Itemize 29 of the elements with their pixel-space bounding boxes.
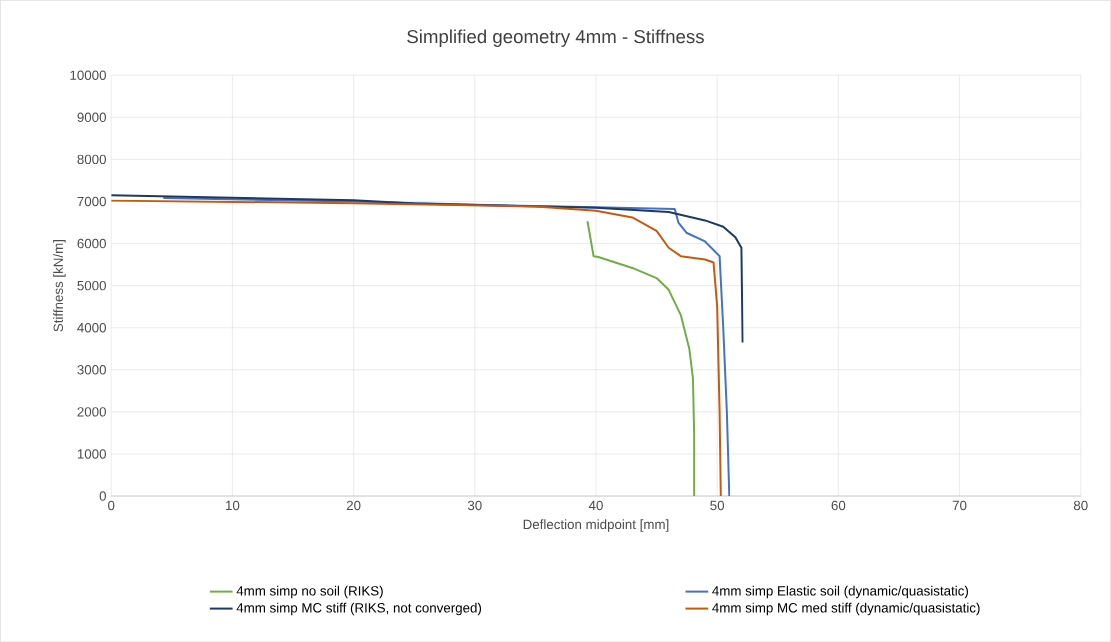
y-tick-label: 10000: [70, 70, 106, 80]
x-tick-label: 0: [108, 500, 115, 511]
legend-label: 4mm simp Elastic soil (dynamic/quasistatic): [712, 585, 968, 599]
x-axis-title: Deflection midpoint [mm]: [523, 519, 669, 532]
x-tick-label: 30: [467, 500, 482, 511]
y-tick-label: 1000: [77, 449, 106, 459]
y-tick-label: 7000: [77, 196, 106, 207]
legend-label: 4mm simp no soil (RIKS): [236, 585, 383, 599]
line-series: [111, 194, 744, 344]
y-tick-label: 0: [99, 491, 106, 501]
x-tick-label: 50: [710, 500, 725, 511]
y-tick-label: 9000: [77, 112, 106, 122]
y-tick-label: 4000: [77, 322, 106, 333]
chart-title: Simplified geometry 4mm - Stiffness: [407, 29, 704, 47]
x-tick-label: 10: [226, 500, 240, 511]
y-tick-label: 8000: [77, 154, 106, 164]
y-tick-label: 2000: [77, 407, 106, 417]
y-axis-title: Stiffness [kN/m]: [53, 239, 66, 332]
x-tick-label: 20: [346, 500, 361, 511]
x-tick-label: 60: [831, 500, 846, 511]
x-tick-label: 70: [952, 500, 967, 511]
x-tick-label: 40: [588, 500, 603, 511]
legend-label: 4mm simp MC stiff (RIKS, not converged): [236, 602, 482, 616]
line-series: [586, 220, 696, 496]
y-tick-label: 3000: [77, 364, 106, 375]
y-tick-label: 5000: [77, 280, 106, 291]
y-tick-label: 6000: [77, 238, 106, 249]
x-tick-label: 80: [1073, 500, 1088, 511]
legend-label: 4mm simp MC med stiff (dynamic/quasistatic): [712, 602, 980, 616]
